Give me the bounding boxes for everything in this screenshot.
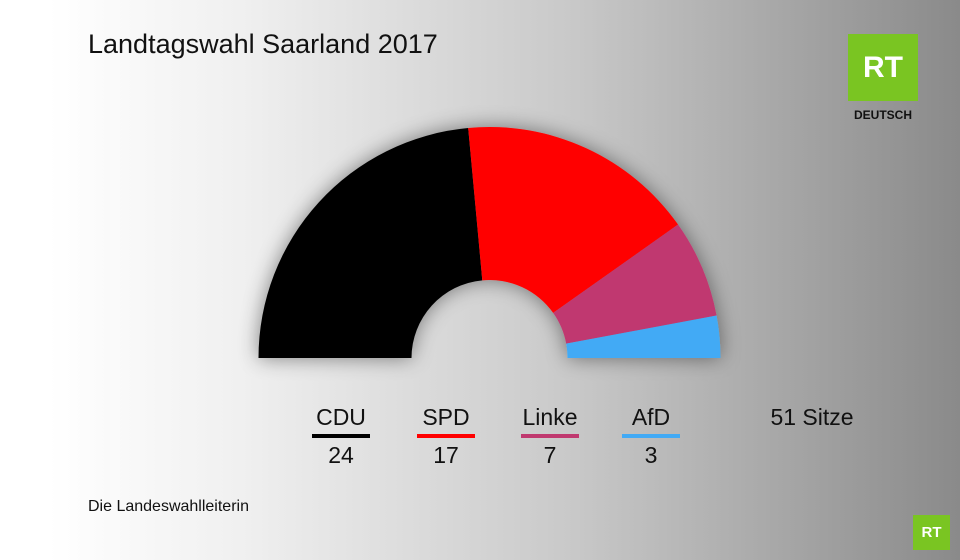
legend-value: 7	[544, 442, 557, 468]
slice	[566, 315, 721, 358]
legend-underline	[622, 434, 680, 438]
legend-value: 3	[645, 442, 658, 468]
logo-text: RT	[863, 51, 903, 84]
legend-underline	[312, 434, 370, 438]
legend-value: 17	[433, 442, 459, 468]
total-label: 51 Sitze	[770, 404, 853, 430]
source: Die Landeswahlleiterin	[88, 498, 249, 515]
legend-label: CDU	[316, 404, 366, 430]
logo-small-box	[913, 515, 950, 550]
legend-label: Linke	[523, 404, 578, 430]
legend-label: SPD	[422, 404, 469, 430]
slice	[553, 224, 717, 344]
legend-underline	[521, 434, 579, 438]
logo-box	[848, 34, 918, 101]
legend-underline	[417, 434, 475, 438]
legend-value: 24	[328, 442, 354, 468]
chart-title: Landtagswahl Saarland 2017	[88, 29, 438, 59]
logo-subtitle: DEUTSCH	[854, 108, 912, 122]
semicircle	[258, 126, 721, 358]
slice	[468, 126, 679, 313]
legend-label: AfD	[632, 404, 670, 430]
logo-small-text: RT	[922, 524, 942, 541]
slice	[258, 127, 483, 358]
